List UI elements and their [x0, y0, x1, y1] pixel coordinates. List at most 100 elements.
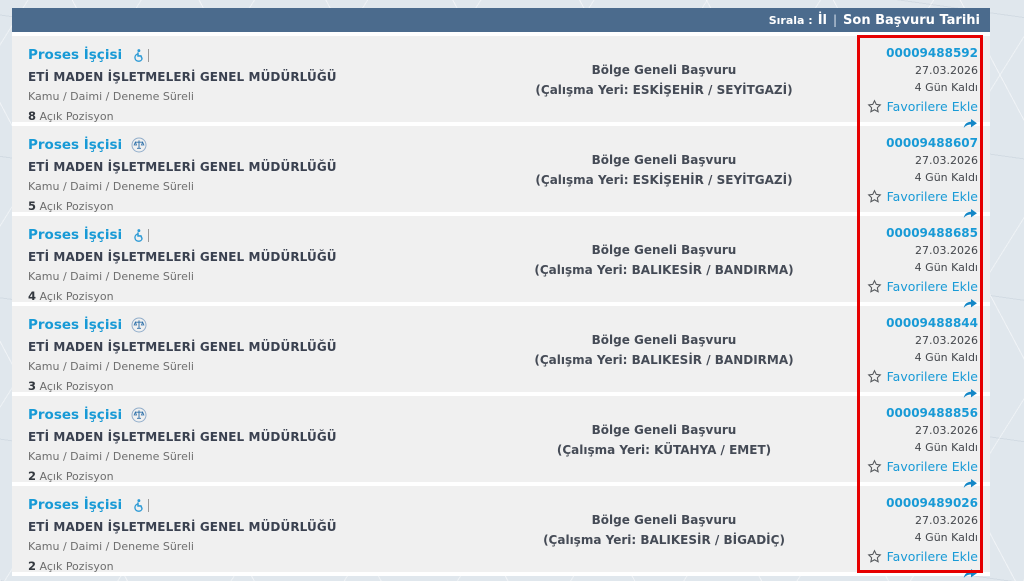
job-meta-column: 00009488607 27.03.2026 4 Gün Kaldı Favor… [822, 135, 980, 218]
application-scope: Bölge Geneli Başvuru [591, 333, 737, 347]
add-favorite-label: Favorilere Ekle [886, 459, 978, 474]
employer-name: ETİ MADEN İŞLETMELERİ GENEL MÜDÜRLÜĞÜ [28, 70, 337, 84]
job-listing-row: Proses İşçisi ETİ MADEN İŞLETMELERİ GENE… [12, 486, 990, 578]
sort-label: Sırala : [768, 13, 813, 27]
share-arrow-icon [963, 569, 977, 578]
workplace-location: (Çalışma Yeri: BALIKESİR / BANDIRMA) [534, 263, 794, 277]
job-id-link[interactable]: 00009488844 [886, 316, 978, 330]
disabled-quota-icon [131, 48, 150, 62]
job-title-link[interactable]: Proses İşçisi [28, 497, 123, 513]
add-favorite-label: Favorilere Ekle [886, 189, 978, 204]
job-listing-row: Proses İşçisi ETİ MADEN İŞLETMELERİ GENE… [12, 126, 990, 218]
job-summary-column: Proses İşçisi ETİ MADEN İŞLETMELERİ GENE… [28, 45, 506, 123]
open-positions-count: 4 [28, 289, 37, 303]
exconvict-quota-icon [131, 137, 147, 153]
sort-separator: | [832, 13, 838, 27]
job-summary-column: Proses İşçisi ETİ MADEN İŞLETMELERİ GENE… [28, 315, 506, 393]
star-icon [867, 99, 882, 113]
job-id-link[interactable]: 00009488856 [886, 406, 978, 420]
sort-by-province-link[interactable]: İl [817, 12, 827, 28]
add-favorite-label: Favorilere Ekle [886, 99, 978, 114]
share-button[interactable] [822, 116, 978, 135]
add-favorite-button[interactable]: Favorilere Ekle [822, 98, 978, 115]
share-arrow-icon [963, 299, 977, 308]
deadline-date: 27.03.2026 [915, 334, 978, 347]
job-id-link[interactable]: 00009488685 [886, 226, 978, 240]
open-positions-count: 3 [28, 379, 37, 393]
deadline-date: 27.03.2026 [915, 64, 978, 77]
job-attributes: Kamu / Daimi / Deneme Süreli [28, 360, 194, 373]
job-title-link[interactable]: Proses İşçisi [28, 317, 123, 333]
disabled-quota-icon [131, 228, 150, 242]
open-positions-label: Açık Pozisyon [39, 110, 114, 123]
add-favorite-button[interactable]: Favorilere Ekle [822, 278, 978, 295]
job-listing-row: Proses İşçisi ETİ MADEN İŞLETMELERİ GENE… [12, 396, 990, 488]
add-favorite-button[interactable]: Favorilere Ekle [822, 458, 978, 475]
days-left: 4 Gün Kaldı [914, 441, 978, 454]
star-icon [867, 189, 882, 203]
add-favorite-label: Favorilere Ekle [886, 549, 978, 564]
share-button[interactable] [822, 296, 978, 315]
icon-divider [148, 498, 150, 512]
job-list: Proses İşçisi ETİ MADEN İŞLETMELERİ GENE… [12, 36, 990, 578]
job-id-link[interactable]: 00009488607 [886, 136, 978, 150]
job-id-link[interactable]: 00009489026 [886, 496, 978, 510]
add-favorite-label: Favorilere Ekle [886, 279, 978, 294]
application-scope: Bölge Geneli Başvuru [591, 63, 737, 77]
sort-bar: Sırala : İl | Son Başvuru Tarihi [12, 8, 990, 32]
employer-name: ETİ MADEN İŞLETMELERİ GENEL MÜDÜRLÜĞÜ [28, 430, 337, 444]
job-summary-column: Proses İşçisi ETİ MADEN İŞLETMELERİ GENE… [28, 495, 506, 573]
job-attributes: Kamu / Daimi / Deneme Süreli [28, 180, 194, 193]
days-left: 4 Gün Kaldı [914, 81, 978, 94]
open-positions: 2 Açık Pozisyon [28, 559, 506, 573]
job-attributes: Kamu / Daimi / Deneme Süreli [28, 540, 194, 553]
star-icon [867, 549, 882, 563]
add-favorite-button[interactable]: Favorilere Ekle [822, 188, 978, 205]
open-positions-count: 2 [28, 469, 37, 483]
add-favorite-button[interactable]: Favorilere Ekle [822, 548, 978, 565]
share-button[interactable] [822, 476, 978, 495]
icon-divider [148, 228, 150, 242]
job-summary-column: Proses İşçisi ETİ MADEN İŞLETMELERİ GENE… [28, 405, 506, 483]
job-title-link[interactable]: Proses İşçisi [28, 137, 123, 153]
days-left: 4 Gün Kaldı [914, 531, 978, 544]
workplace-location: (Çalışma Yeri: BALIKESİR / BİGADİÇ) [543, 533, 785, 547]
job-attributes: Kamu / Daimi / Deneme Süreli [28, 450, 194, 463]
open-positions-label: Açık Pozisyon [39, 470, 114, 483]
job-id-link[interactable]: 00009488592 [886, 46, 978, 60]
open-positions: 4 Açık Pozisyon [28, 289, 506, 303]
share-button[interactable] [822, 566, 978, 581]
application-info-column: Bölge Geneli Başvuru (Çalışma Yeri: KÜTA… [506, 405, 822, 474]
add-favorite-button[interactable]: Favorilere Ekle [822, 368, 978, 385]
application-info-column: Bölge Geneli Başvuru (Çalışma Yeri: BALI… [506, 225, 822, 294]
sort-by-deadline-link[interactable]: Son Başvuru Tarihi [843, 12, 980, 28]
open-positions: 2 Açık Pozisyon [28, 469, 506, 483]
job-listing-row: Proses İşçisi ETİ MADEN İŞLETMELERİ GENE… [12, 306, 990, 398]
application-scope: Bölge Geneli Başvuru [591, 153, 737, 167]
employer-name: ETİ MADEN İŞLETMELERİ GENEL MÜDÜRLÜĞÜ [28, 340, 337, 354]
share-button[interactable] [822, 386, 978, 405]
share-arrow-icon [963, 479, 977, 488]
days-left: 4 Gün Kaldı [914, 261, 978, 274]
results-panel: Sırala : İl | Son Başvuru Tarihi Proses … [12, 8, 990, 578]
workplace-location: (Çalışma Yeri: ESKİŞEHİR / SEYİTGAZİ) [535, 173, 793, 187]
job-meta-column: 00009488856 27.03.2026 4 Gün Kaldı Favor… [822, 405, 980, 488]
share-arrow-icon [963, 119, 977, 128]
open-positions-count: 5 [28, 199, 37, 213]
employer-name: ETİ MADEN İŞLETMELERİ GENEL MÜDÜRLÜĞÜ [28, 250, 337, 264]
job-meta-column: 00009488592 27.03.2026 4 Gün Kaldı Favor… [822, 45, 980, 128]
open-positions: 5 Açık Pozisyon [28, 199, 506, 213]
exconvict-quota-icon [131, 407, 147, 423]
job-meta-column: 00009488685 27.03.2026 4 Gün Kaldı Favor… [822, 225, 980, 308]
open-positions-count: 2 [28, 559, 37, 573]
share-button[interactable] [822, 206, 978, 225]
job-title-link[interactable]: Proses İşçisi [28, 47, 123, 63]
job-title-link[interactable]: Proses İşçisi [28, 227, 123, 243]
open-positions-count: 8 [28, 109, 37, 123]
application-scope: Bölge Geneli Başvuru [591, 423, 737, 437]
job-summary-column: Proses İşçisi ETİ MADEN İŞLETMELERİ GENE… [28, 135, 506, 213]
workplace-location: (Çalışma Yeri: BALIKESİR / BANDIRMA) [534, 353, 794, 367]
share-arrow-icon [963, 389, 977, 398]
job-listing-row: Proses İşçisi ETİ MADEN İŞLETMELERİ GENE… [12, 36, 990, 128]
job-title-link[interactable]: Proses İşçisi [28, 407, 123, 423]
